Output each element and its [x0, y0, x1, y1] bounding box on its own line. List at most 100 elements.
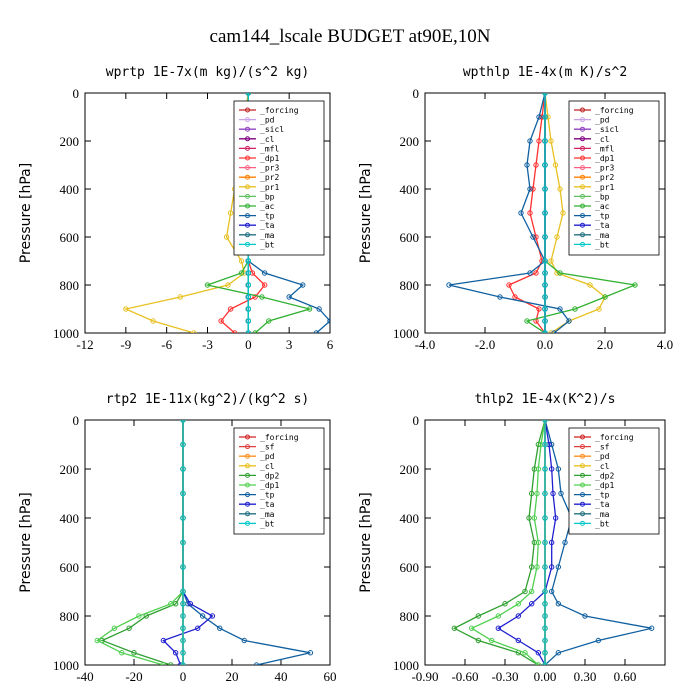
x-tick-label: -0.90: [411, 669, 438, 684]
data-point: [555, 564, 562, 570]
legend-marker: [580, 117, 585, 123]
legend-entry: _pr2: [595, 173, 614, 182]
x-tick-label: 2.0: [597, 337, 613, 352]
data-point: [180, 466, 186, 472]
chart-panel-0: wprtp 1E-7x(m kg)/(s^2 kg) -12 -9 -6 -3 0 3 6 0 2…: [18, 65, 334, 352]
data-point: [530, 234, 536, 240]
data-point: [548, 258, 554, 264]
legend: _forcing_sf_pd_cl_dp2_dp1_tp_ta_ma_bt: [233, 427, 325, 535]
data-point: [502, 601, 508, 607]
data-point: [180, 613, 186, 619]
legend-marker: [580, 145, 585, 151]
data-point: [495, 625, 502, 631]
y-tick-label: 800: [400, 609, 420, 624]
data-point: [542, 601, 548, 607]
data-point: [286, 294, 292, 300]
data-point: [515, 637, 522, 644]
data-point: [316, 306, 322, 312]
data-point: [542, 93, 548, 96]
data-point: [535, 539, 542, 546]
y-tick-label: 400: [400, 182, 420, 197]
data-point: [518, 210, 524, 216]
legend-entry: _dp2: [260, 471, 279, 480]
data-point: [535, 650, 542, 656]
y-axis-label: Pressure [hPa]: [358, 492, 374, 592]
data-point: [557, 306, 563, 312]
data-point: [632, 282, 638, 288]
panel-title: thlp2 1E-4x(K^2)/s: [475, 392, 616, 407]
legend-entry: _dp1: [595, 481, 614, 490]
panel-title: wpthlp 1E-4x(m K)/s^2: [463, 65, 627, 80]
data-point: [307, 650, 314, 656]
legend-entry: _tp: [260, 491, 275, 500]
legend-entry: _cl: [260, 135, 275, 144]
data-point: [602, 294, 608, 300]
data-point: [551, 330, 557, 333]
legend-marker: [580, 165, 585, 171]
data-point: [495, 613, 502, 619]
y-tick-label: 400: [60, 182, 80, 197]
data-point: [209, 613, 216, 619]
data-point: [557, 186, 563, 192]
series-line: [544, 420, 652, 665]
data-point: [528, 564, 535, 570]
legend-entry: _cl: [595, 462, 610, 471]
y-tick-label: 200: [400, 462, 420, 477]
legend-entry: _pd: [260, 116, 275, 125]
data-point: [227, 210, 234, 216]
legend-entry: _bt: [595, 240, 610, 249]
legend-marker: [580, 184, 585, 190]
data-point: [468, 625, 475, 631]
data-point: [177, 294, 183, 300]
data-point: [572, 306, 578, 312]
data-point: [217, 625, 223, 631]
y-tick-label: 600: [400, 560, 420, 575]
y-axis-label: Pressure [hPa]: [18, 492, 34, 592]
data-point: [548, 564, 555, 570]
data-point: [542, 625, 548, 631]
legend-marker: [580, 434, 585, 440]
x-tick-label: 20: [226, 669, 239, 684]
y-tick-label: 1000: [393, 658, 419, 673]
data-point: [536, 306, 542, 312]
legend-entry: _sf: [595, 443, 610, 452]
legend-entry: _forcing: [260, 106, 299, 115]
data-point: [527, 138, 533, 144]
data-point: [542, 466, 548, 472]
legend-entry: _dp2: [595, 471, 614, 480]
data-point: [238, 270, 245, 276]
data-point: [542, 613, 548, 619]
data-point: [204, 282, 211, 288]
legend-entry: _pr3: [260, 164, 279, 173]
y-tick-label: 1000: [53, 658, 79, 673]
legend-entry: _bt: [260, 240, 275, 249]
legend-entry: _dp1: [595, 154, 614, 163]
legend-marker: [580, 203, 585, 209]
legend-marker: [245, 241, 250, 247]
data-point: [555, 601, 562, 607]
data-point: [548, 138, 554, 144]
data-point: [253, 662, 260, 665]
data-point: [180, 539, 186, 546]
legend-marker: [580, 174, 585, 180]
data-point: [327, 318, 330, 324]
data-point: [536, 114, 542, 120]
data-point: [542, 330, 548, 333]
data-point: [245, 330, 252, 333]
legend-entry: _sicl: [260, 125, 284, 134]
data-point: [557, 270, 563, 276]
data-point: [227, 306, 234, 312]
x-tick-label: 40: [275, 669, 288, 684]
data-point: [542, 539, 548, 546]
data-point: [542, 564, 548, 570]
legend-marker: [245, 213, 250, 219]
data-point: [313, 330, 320, 333]
legend-marker: [245, 126, 250, 132]
series-group: [446, 93, 638, 333]
data-point: [554, 234, 560, 240]
legend-entry: _forcing: [595, 106, 634, 115]
data-point: [555, 466, 562, 472]
data-point: [552, 162, 559, 168]
y-tick-label: 200: [400, 134, 420, 149]
data-point: [119, 650, 125, 656]
